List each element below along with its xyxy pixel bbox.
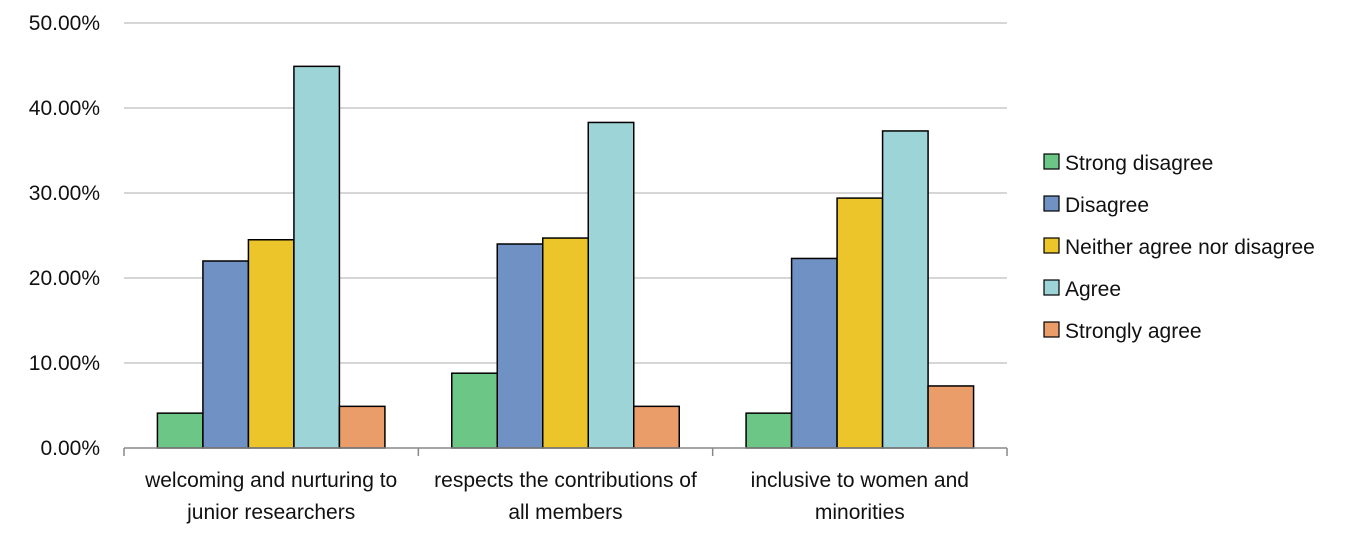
legend-swatch (1043, 321, 1060, 338)
legend-swatch (1043, 279, 1060, 296)
category-label: junior researchers (186, 501, 355, 524)
y-tick-label: 50.00% (29, 12, 100, 35)
bar-disagree (202, 260, 250, 449)
legend-swatch (1043, 195, 1060, 212)
legend-label: Strongly agree (1065, 320, 1202, 343)
y-tick-label: 0.00% (40, 437, 100, 460)
legend-label: Neither agree nor disagree (1065, 236, 1315, 259)
bar-disagree (790, 257, 838, 449)
y-tick-label: 30.00% (29, 182, 100, 205)
category-label: all members (508, 501, 622, 524)
bars (156, 65, 975, 449)
bar-agree (587, 121, 635, 449)
y-axis-tick-labels: 0.00% 10.00% 20.00% 30.00% 40.00% 50.00% (29, 12, 100, 460)
legend: Strong disagree Disagree Neither agree nor… (1043, 152, 1315, 343)
category-label: inclusive to women and (751, 469, 969, 492)
bar-disagree (496, 243, 544, 449)
bar-agree (881, 130, 929, 449)
category-label: welcoming and nurturing to (144, 469, 397, 492)
category-label: minorities (815, 501, 905, 524)
category-label: respects the contributions of (434, 469, 697, 492)
legend-swatch (1043, 153, 1060, 170)
legend-swatch (1043, 237, 1060, 254)
y-tick-label: 40.00% (29, 97, 100, 120)
bar-strong-disagree (156, 412, 204, 449)
bar-neither-agree-nor-disagree (542, 237, 589, 449)
bar-agree (293, 65, 341, 449)
y-tick-label: 20.00% (29, 267, 100, 290)
bar-strong-disagree (451, 372, 498, 449)
bar-strongly-agree (338, 405, 386, 449)
bar-neither-agree-nor-disagree (247, 239, 295, 449)
x-axis (123, 447, 1008, 456)
legend-label: Agree (1065, 278, 1121, 301)
bar-strongly-agree (927, 385, 975, 449)
y-tick-label: 10.00% (29, 352, 100, 375)
bar-strong-disagree (745, 412, 793, 449)
bar-neither-agree-nor-disagree (836, 197, 884, 449)
legend-label: Strong disagree (1065, 152, 1213, 175)
bar-strongly-agree (633, 405, 680, 449)
category-labels: welcoming and nurturing to junior researc… (144, 469, 969, 524)
legend-label: Disagree (1065, 194, 1149, 217)
